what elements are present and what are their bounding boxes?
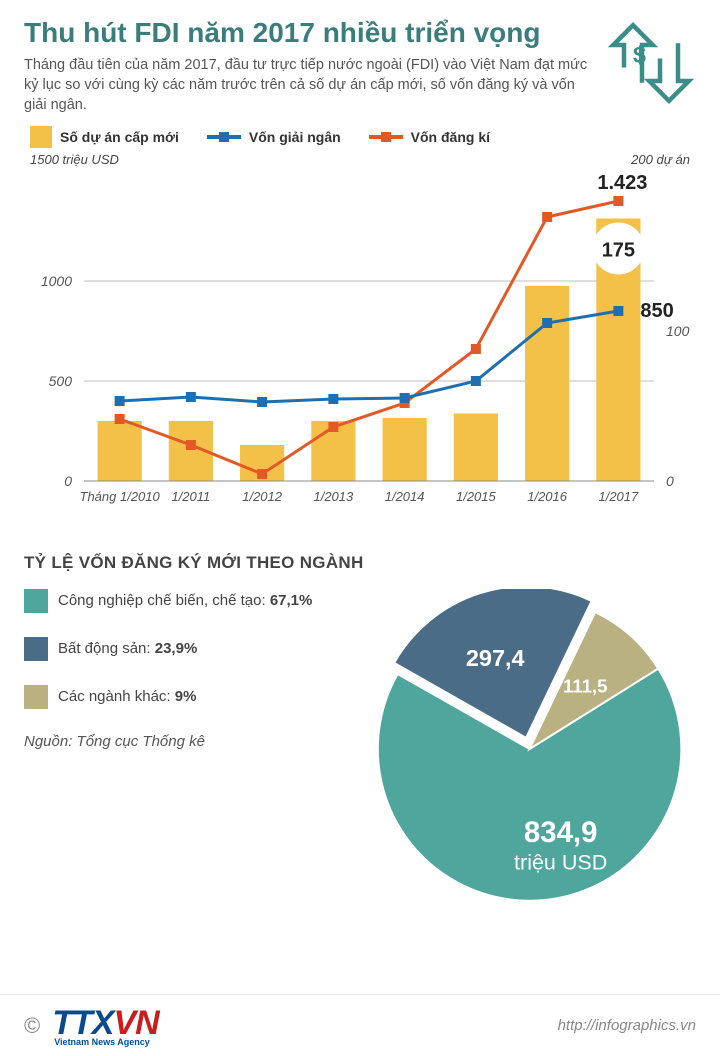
svg-text:1/2016: 1/2016 [527, 489, 568, 504]
legend-bar-label: Số dự án cấp mới [60, 129, 179, 145]
right-axis-label: 200 dự án [631, 152, 690, 167]
svg-text:1.423: 1.423 [597, 172, 647, 194]
legend-orange-label: Vốn đăng kí [411, 129, 490, 145]
footer: © TTXVN Vietnam News Agency http://infog… [0, 994, 720, 1056]
page-subtitle: Tháng đầu tiên của năm 2017, đầu tư trực… [24, 55, 596, 116]
dollar-arrows-icon: $ [606, 18, 696, 108]
svg-text:175: 175 [602, 239, 635, 261]
legend-blue-label: Vốn giải ngân [249, 129, 341, 145]
legend-orange: Vốn đăng kí [369, 129, 490, 145]
left-axis-label: 1500 triệu USD [30, 152, 119, 167]
legend-blue: Vốn giải ngân [207, 129, 341, 145]
combo-chart: 0 500 1000 0 100 Tháng 1/2010 1/2011 1/2012 1/20… [24, 171, 696, 531]
svg-text:1/2012: 1/2012 [242, 489, 283, 504]
svg-text:1/2011: 1/2011 [171, 489, 210, 504]
footer-link[interactable]: http://infographics.vn [558, 1017, 696, 1034]
svg-text:0: 0 [666, 473, 674, 489]
page-title: Thu hút FDI năm 2017 nhiều triển vọng [24, 18, 596, 49]
svg-text:100: 100 [666, 323, 690, 339]
chart-legend: Số dự án cấp mới Vốn giải ngân Vốn đăng … [30, 126, 696, 148]
svg-text:111,5: 111,5 [563, 675, 607, 696]
svg-text:Tháng 1/2010: Tháng 1/2010 [80, 489, 161, 504]
pie-legend-item: Bất động sản: 23,9% [24, 637, 324, 661]
svg-text:834,9: 834,9 [524, 816, 597, 849]
svg-text:500: 500 [49, 373, 73, 389]
svg-text:1/2014: 1/2014 [385, 489, 425, 504]
pie-legend-item: Các ngành khác: 9% [24, 685, 324, 709]
copyright-icon: © [24, 1013, 40, 1039]
svg-text:297,4: 297,4 [466, 645, 525, 671]
svg-text:1/2013: 1/2013 [313, 489, 354, 504]
svg-text:1000: 1000 [41, 273, 72, 289]
pie-chart: 834,9triệu USD 297,4 111,5 [324, 589, 696, 909]
svg-text:850: 850 [640, 300, 673, 322]
source-label: Nguồn: Tổng cục Thống kê [24, 733, 324, 750]
svg-text:0: 0 [64, 473, 72, 489]
logo-subtitle: Vietnam News Agency [54, 1037, 158, 1047]
legend-bar: Số dự án cấp mới [30, 126, 179, 148]
axis-top-labels: 1500 triệu USD 200 dự án [30, 152, 690, 167]
ttxvn-logo: TTXVN Vietnam News Agency [52, 1004, 158, 1047]
header: Thu hút FDI năm 2017 nhiều triển vọng Th… [24, 18, 696, 116]
svg-text:$: $ [633, 42, 646, 68]
svg-text:1/2017: 1/2017 [598, 489, 639, 504]
svg-text:triệu USD: triệu USD [514, 850, 607, 874]
pie-title: TỶ LỆ VỐN ĐĂNG KÝ MỚI THEO NGÀNH [24, 553, 696, 573]
pie-legend-item: Công nghiệp chế biến, chế tạo: 67,1% [24, 589, 324, 613]
pie-legend: Công nghiệp chế biến, chế tạo: 67,1% Bất … [24, 589, 324, 750]
svg-text:1/2015: 1/2015 [456, 489, 497, 504]
